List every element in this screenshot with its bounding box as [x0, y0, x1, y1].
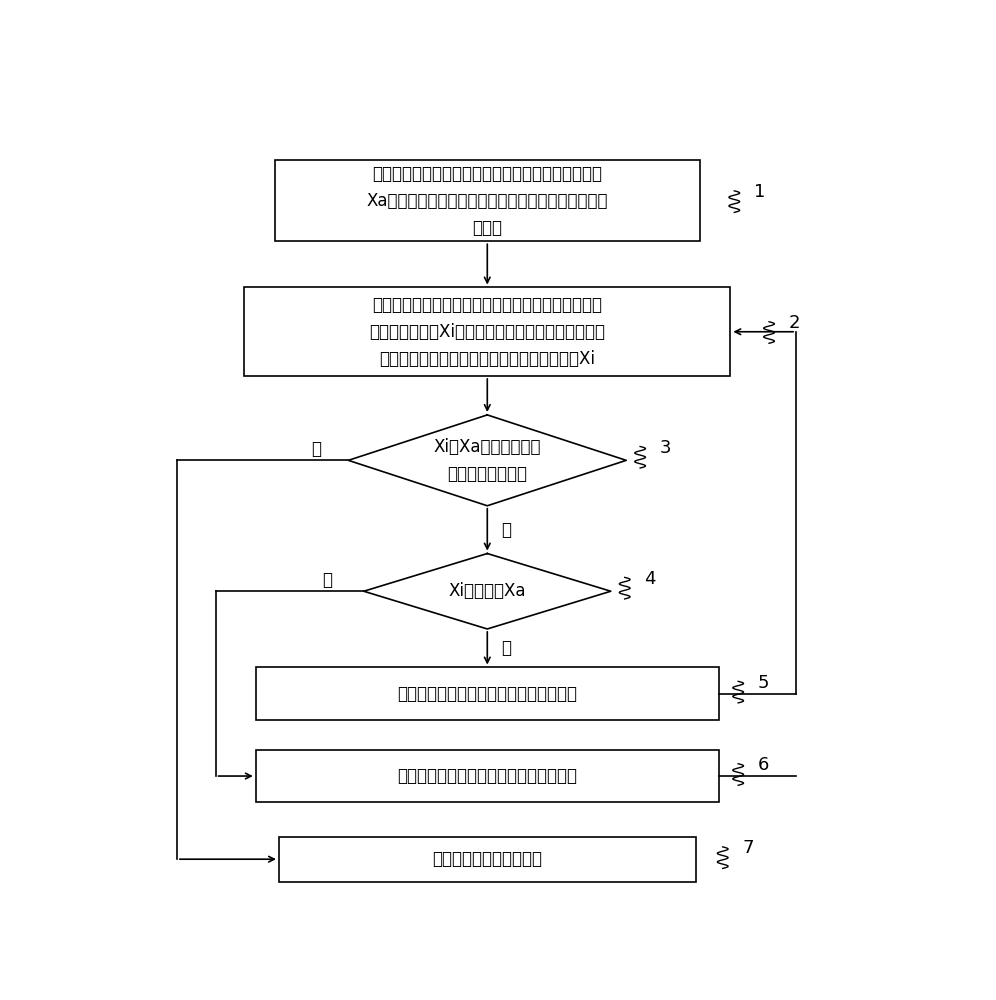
Text: 6: 6: [758, 756, 769, 774]
Text: 否: 否: [322, 571, 332, 589]
Text: 是: 是: [311, 440, 321, 458]
Text: 1: 1: [754, 183, 765, 201]
Text: 调整运行参数的值向经济性一侧小幅移动: 调整运行参数的值向经济性一侧小幅移动: [397, 685, 578, 703]
Text: 根据运行参数的初始值和环境参数的初始值计算当前
站间的失效概率Xi，或者根据调整后的运行参数的值
和环境参数的初始值计算当前站间的失效概率Xi: 根据运行参数的初始值和环境参数的初始值计算当前 站间的失效概率Xi，或者根据调整…: [370, 296, 606, 368]
Bar: [256, 667, 719, 720]
Text: 3: 3: [659, 439, 671, 457]
Text: Xi是否小于Xa: Xi是否小于Xa: [448, 582, 526, 600]
Text: 根据经验，由决策者或技术专家给出可接受失效概率
Xa，确定当前站间的运行参数的初始值和环境参数的
初始值: 根据经验，由决策者或技术专家给出可接受失效概率 Xa，确定当前站间的运行参数的初…: [367, 165, 608, 237]
Bar: [279, 837, 696, 882]
Text: 是: 是: [502, 639, 512, 657]
Text: 4: 4: [644, 570, 655, 588]
Text: 调整运行参数的值向安全性一侧小幅移动: 调整运行参数的值向安全性一侧小幅移动: [397, 767, 578, 785]
Text: 7: 7: [742, 839, 754, 857]
Bar: [256, 750, 719, 802]
Text: Xi与Xa的差值的绝对
值是否小于预设值: Xi与Xa的差值的绝对 值是否小于预设值: [433, 438, 541, 483]
Text: 输出此时当前站间的数据: 输出此时当前站间的数据: [432, 850, 542, 868]
Text: 5: 5: [758, 674, 769, 692]
Bar: [244, 287, 730, 376]
Bar: [275, 160, 699, 241]
Text: 2: 2: [789, 314, 800, 332]
Text: 否: 否: [502, 521, 512, 539]
